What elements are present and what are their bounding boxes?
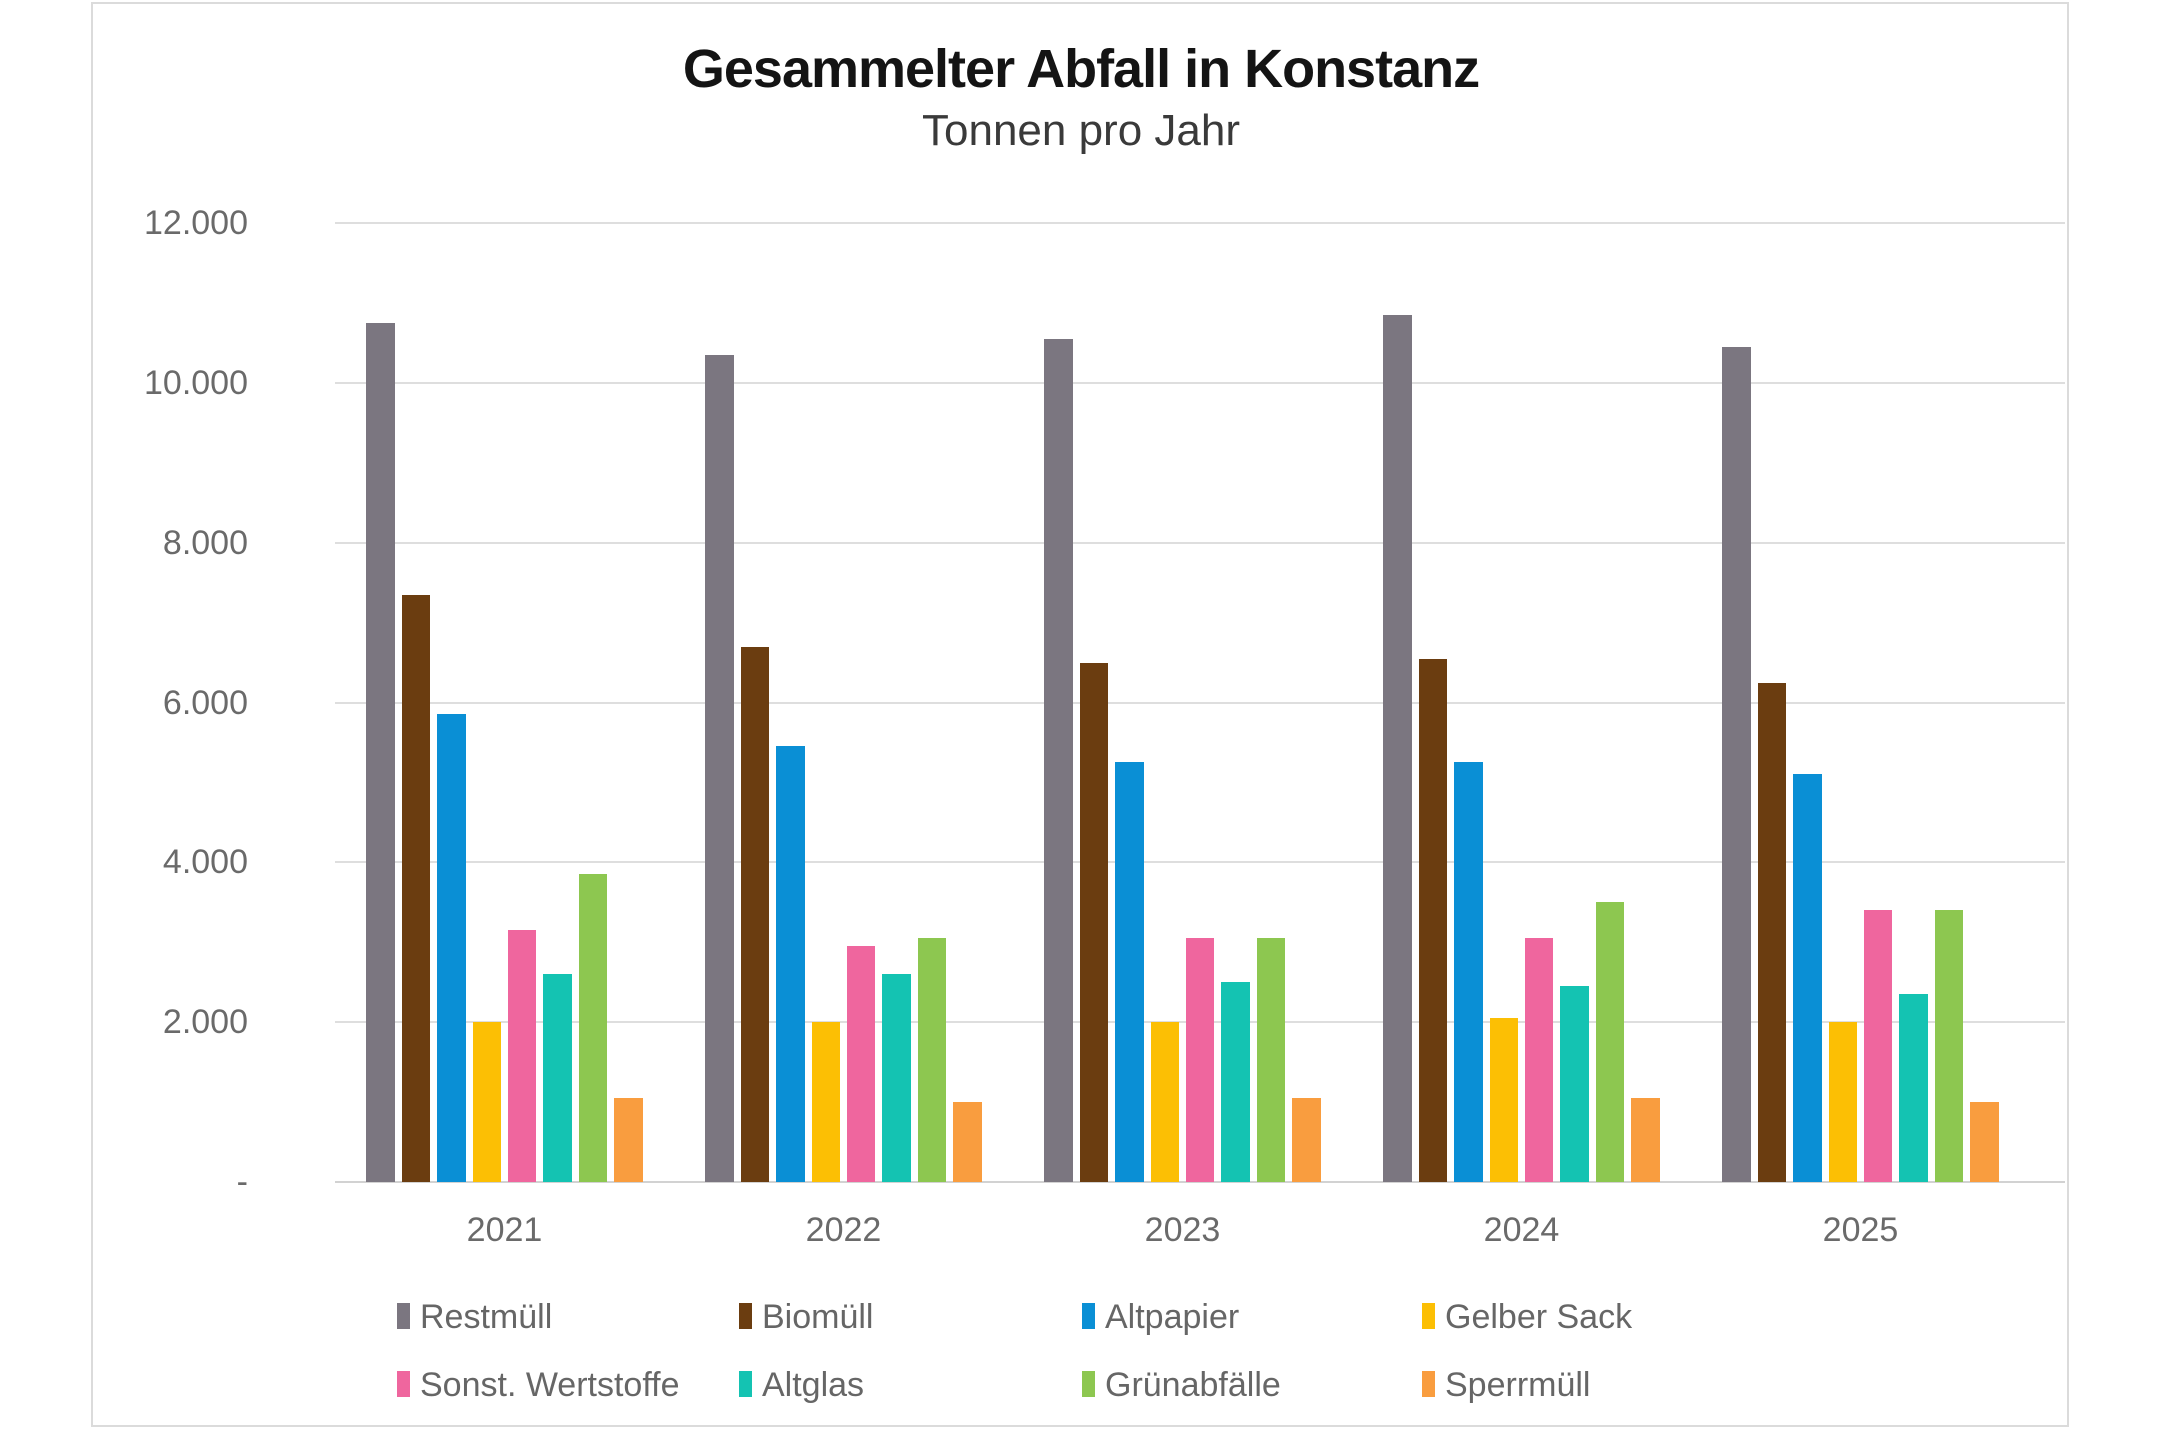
bar-altpapier-2021 [437, 714, 466, 1182]
bar-gelber-sack-2024 [1489, 1018, 1519, 1182]
bar-sonst-wertstoffe-2021 [507, 930, 537, 1182]
bar-altglas-2024 [1560, 986, 1589, 1182]
chart-title: Gesammelter Abfall in Konstanz [682, 39, 1480, 99]
legend-label-restmuell: Restmüll [420, 1298, 553, 1336]
bar-biomuell-2022 [740, 646, 770, 1182]
legend-marker-gelber-sack [1422, 1303, 1435, 1329]
legend-label-sperrmuell: Sperrmüll [1445, 1366, 1591, 1404]
x-axis-label-2023: 2023 [1144, 1211, 1221, 1249]
gridline [335, 541, 2065, 544]
x-axis-label-2024: 2024 [1483, 1211, 1560, 1249]
bar-gruenabfaelle-2024 [1595, 902, 1625, 1182]
bar-gruenabfaelle-2021 [578, 874, 608, 1182]
bar-sonst-wertstoffe-2023 [1185, 938, 1215, 1182]
bar-altglas-2021 [543, 974, 572, 1182]
bar-restmuell-2023 [1044, 338, 1073, 1182]
x-axis-label-2021: 2021 [466, 1211, 543, 1249]
x-axis-label-2025: 2025 [1822, 1211, 1899, 1249]
bar-gelber-sack-2023 [1150, 1022, 1180, 1182]
bar-sperrmuell-2023 [1292, 1098, 1321, 1182]
x-axis-line [335, 1181, 2065, 1183]
bar-sperrmuell-2021 [614, 1098, 643, 1182]
bar-restmuell-2024 [1383, 314, 1412, 1182]
bar-restmuell-2025 [1722, 346, 1751, 1182]
y-axis-tick-label: 10.000 [144, 363, 248, 402]
y-axis-tick-label: 8.000 [162, 523, 248, 562]
legend-label-gelber-sack: Gelber Sack [1445, 1298, 1633, 1336]
bar-sperrmuell-2025 [1970, 1102, 1999, 1182]
bar-sonst-wertstoffe-2025 [1863, 910, 1893, 1182]
bar-altpapier-2022 [776, 746, 805, 1182]
legend-label-sonst-wertstoffe: Sonst. Wertstoffe [420, 1366, 680, 1404]
legend-marker-sperrmuell [1422, 1371, 1435, 1397]
legend-marker-biomuell [739, 1303, 752, 1329]
y-axis-tick-label: 2.000 [162, 1003, 248, 1042]
bar-altpapier-2024 [1454, 762, 1483, 1182]
bar-biomuell-2024 [1418, 658, 1448, 1182]
bar-sonst-wertstoffe-2022 [846, 946, 876, 1182]
bar-biomuell-2021 [401, 594, 431, 1182]
bar-biomuell-2023 [1079, 662, 1109, 1182]
gridline [335, 861, 2065, 864]
bar-altglas-2022 [882, 974, 911, 1182]
bar-gelber-sack-2021 [472, 1022, 502, 1182]
bar-altglas-2025 [1899, 994, 1928, 1182]
chart-subtitle: Tonnen pro Jahr [922, 106, 1240, 155]
legend-marker-altpapier [1082, 1303, 1095, 1329]
bar-altpapier-2023 [1115, 762, 1144, 1182]
bar-altpapier-2025 [1793, 774, 1822, 1182]
y-axis-tick-label: - [236, 1163, 248, 1201]
legend-marker-gruenabfaelle [1082, 1371, 1095, 1397]
bar-restmuell-2022 [705, 354, 734, 1182]
legend-label-altglas: Altglas [762, 1366, 865, 1404]
legend-marker-restmuell [397, 1303, 410, 1329]
y-axis-tick-label: 4.000 [162, 843, 248, 882]
bar-sperrmuell-2022 [953, 1102, 982, 1182]
legend-label-altpapier: Altpapier [1105, 1298, 1240, 1336]
bar-gruenabfaelle-2023 [1256, 938, 1286, 1182]
bar-gruenabfaelle-2025 [1934, 910, 1964, 1182]
bar-sonst-wertstoffe-2024 [1524, 938, 1554, 1182]
legend-marker-altglas [739, 1371, 752, 1397]
legend-marker-sonst-wertstoffe [397, 1371, 410, 1397]
bar-gelber-sack-2025 [1828, 1022, 1858, 1182]
bar-biomuell-2025 [1757, 682, 1787, 1182]
gridline [335, 701, 2065, 704]
x-axis-label-2022: 2022 [805, 1211, 882, 1249]
y-axis-tick-label: 12.000 [144, 204, 248, 242]
legend-label-gruenabfaelle: Grünabfälle [1105, 1366, 1281, 1404]
y-axis-tick-label: 6.000 [162, 683, 248, 722]
bar-altglas-2023 [1221, 982, 1250, 1182]
bar-gruenabfaelle-2022 [917, 938, 947, 1182]
gridline [335, 222, 2065, 224]
bar-restmuell-2021 [366, 322, 395, 1182]
bar-sperrmuell-2024 [1631, 1098, 1660, 1182]
legend-label-biomuell: Biomüll [762, 1298, 874, 1336]
bar-gelber-sack-2022 [811, 1022, 841, 1182]
gridline [335, 381, 2065, 384]
